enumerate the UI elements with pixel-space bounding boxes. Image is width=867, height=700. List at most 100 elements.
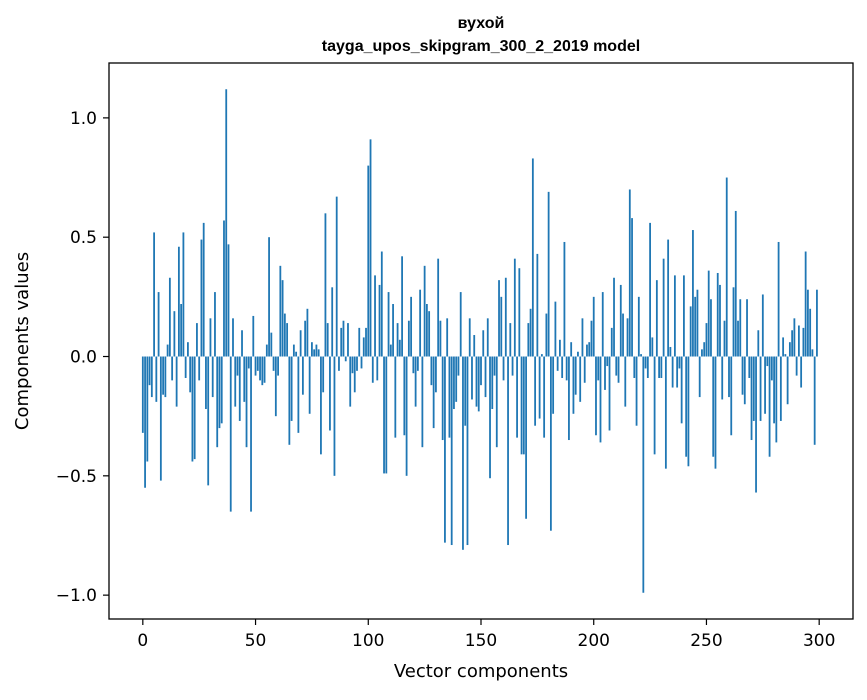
bar-124 — [421, 356, 424, 448]
bar-179 — [545, 313, 548, 357]
bar-289 — [793, 318, 796, 357]
bar-184 — [556, 356, 559, 371]
bar-125 — [423, 265, 426, 357]
bar-253 — [712, 356, 715, 457]
bar-18 — [182, 232, 185, 357]
bar-12 — [168, 277, 171, 357]
bar-288 — [791, 330, 794, 357]
bar-63 — [283, 313, 286, 357]
bar-212 — [619, 284, 622, 357]
bar-165 — [513, 258, 516, 357]
bar-142 — [462, 356, 464, 550]
bar-10 — [164, 356, 167, 398]
bar-202 — [597, 356, 600, 381]
bar-59 — [274, 356, 277, 417]
bar-204 — [601, 292, 604, 357]
bar-166 — [516, 356, 518, 438]
bar-109 — [387, 292, 390, 357]
bar-87 — [338, 356, 340, 371]
bar-259 — [725, 177, 728, 357]
bar-181 — [549, 356, 552, 531]
bar-97 — [360, 356, 363, 369]
bar-34 — [218, 356, 221, 429]
x-tick-label-0: 0 — [137, 631, 148, 651]
x-tick-label-150: 150 — [465, 631, 497, 651]
bar-153 — [486, 318, 489, 357]
bar-186 — [561, 356, 564, 378]
bar-173 — [531, 158, 534, 357]
bar-41 — [234, 356, 237, 407]
bar-221 — [640, 354, 642, 357]
bar-169 — [522, 356, 525, 455]
bar-252 — [710, 299, 712, 357]
bar-24 — [196, 323, 198, 357]
bar-8 — [159, 356, 162, 481]
bar-257 — [721, 356, 724, 400]
y-tick-label-2: 0.0 — [70, 348, 97, 368]
bar-136 — [448, 356, 451, 438]
bar-138 — [453, 356, 455, 410]
bar-62 — [281, 280, 284, 357]
bar-99 — [365, 327, 367, 357]
bar-267 — [743, 356, 746, 405]
bar-116 — [403, 356, 406, 436]
bar-32 — [214, 292, 216, 357]
bar-39 — [229, 356, 232, 512]
bar-185 — [559, 339, 561, 357]
bar-163 — [509, 323, 512, 357]
bar-216 — [628, 189, 631, 357]
bar-224 — [646, 356, 649, 378]
bar-160 — [502, 356, 505, 381]
bar-264 — [737, 320, 739, 357]
bar-210 — [615, 356, 618, 376]
bar-254 — [714, 356, 717, 469]
bar-152 — [484, 356, 487, 398]
bar-118 — [407, 320, 410, 357]
bar-295 — [807, 289, 809, 357]
bar-46 — [245, 356, 248, 448]
bar-167 — [518, 268, 521, 357]
bar-178 — [543, 356, 546, 438]
bar-54 — [263, 356, 266, 383]
bar-278 — [768, 356, 771, 457]
bar-277 — [766, 356, 769, 367]
bar-255 — [716, 272, 719, 357]
bar-53 — [261, 356, 264, 386]
bar-263 — [734, 210, 737, 357]
bar-266 — [741, 356, 744, 395]
bar-43 — [238, 356, 241, 421]
bar-241 — [685, 356, 688, 457]
bar-215 — [626, 318, 629, 357]
bar-101 — [369, 139, 372, 357]
bar-137 — [450, 356, 453, 546]
bar-155 — [491, 356, 494, 410]
bar-207 — [608, 356, 611, 431]
bar-20 — [187, 342, 189, 357]
bar-170 — [525, 356, 527, 519]
bar-189 — [568, 356, 570, 441]
bar-164 — [511, 356, 514, 376]
bar-242 — [687, 356, 690, 467]
bar-95 — [356, 356, 358, 371]
bar-58 — [272, 356, 275, 371]
bar-281 — [775, 356, 778, 443]
bar-200 — [592, 296, 595, 357]
bar-246 — [696, 289, 699, 357]
bar-122 — [416, 356, 419, 371]
bar-168 — [520, 356, 523, 455]
x-tick-label-100: 100 — [352, 631, 384, 651]
bar-1 — [144, 356, 146, 488]
bar-188 — [565, 356, 568, 381]
bar-157 — [495, 356, 498, 448]
bar-187 — [563, 241, 566, 357]
x-tick-label-50: 50 — [245, 631, 267, 651]
bar-285 — [784, 354, 787, 357]
bar-51 — [256, 356, 259, 371]
bar-117 — [405, 356, 408, 476]
bar-29 — [207, 356, 210, 486]
bar-150 — [480, 356, 482, 386]
bar-291 — [797, 325, 800, 357]
bar-156 — [493, 356, 496, 376]
bar-9 — [162, 356, 165, 395]
bar-89 — [342, 320, 345, 357]
